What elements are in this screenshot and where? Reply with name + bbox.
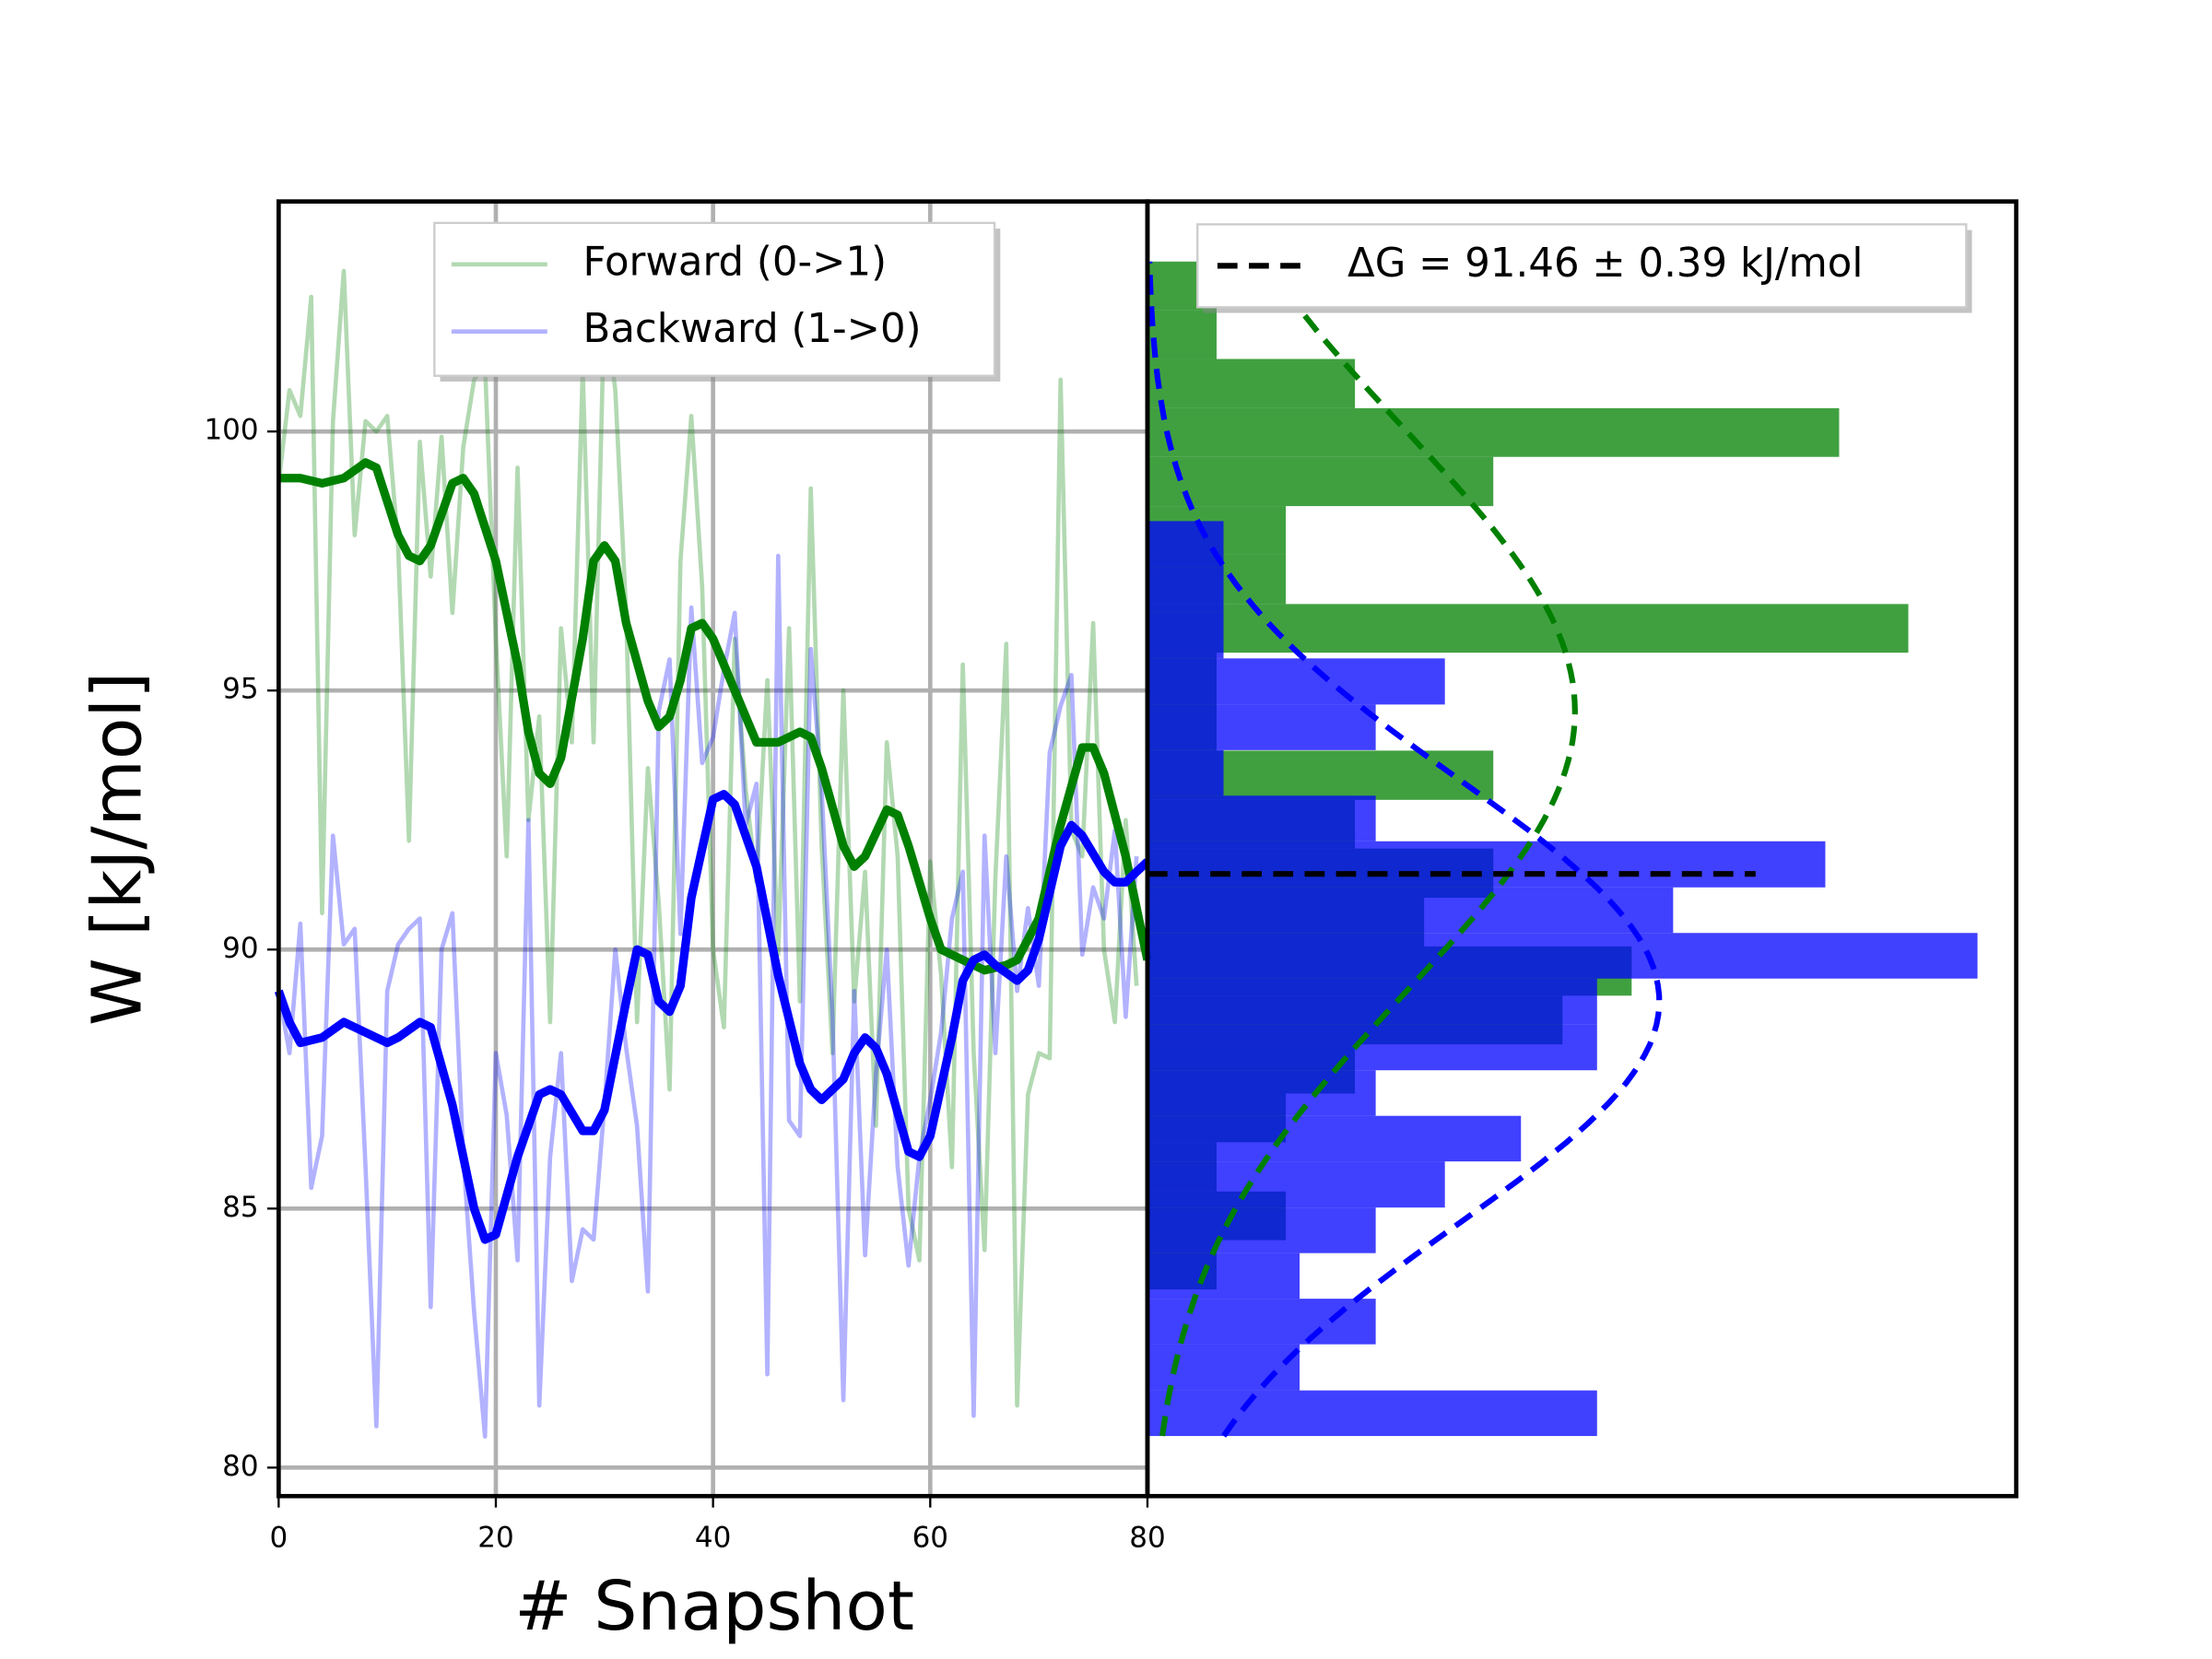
x-tick-label: 40 xyxy=(695,1521,731,1554)
smoothed-line xyxy=(274,790,1151,1244)
legend: Forward (0->1) Backward (1->0) xyxy=(433,221,1001,382)
legend: ΔG = 91.46 ± 0.39 kJ/mol xyxy=(1196,223,1972,313)
y-tick-label: 90 xyxy=(222,932,258,965)
legend-box xyxy=(433,221,996,377)
hist-bar xyxy=(1147,1161,1445,1208)
hist-bar xyxy=(1147,456,1494,507)
hist-bar xyxy=(1147,933,1978,979)
y-tick-label: 95 xyxy=(222,673,258,706)
legend-label: Forward (0->1) xyxy=(583,239,887,285)
x-tick-label: 0 xyxy=(269,1521,288,1554)
hist-bar xyxy=(1147,841,1826,888)
y-axis-label: W [kJ/mol] xyxy=(76,672,157,1026)
fit-curve xyxy=(1147,261,1663,1438)
hist-bar xyxy=(1147,521,1224,568)
raw-line xyxy=(276,268,1139,1408)
legend-label: Backward (1->0) xyxy=(583,306,922,352)
hist-bar xyxy=(1147,407,1840,457)
hist-bar xyxy=(1147,1344,1300,1391)
raw-line xyxy=(276,553,1139,1439)
plot-area xyxy=(274,201,1978,1497)
hist-bar xyxy=(1147,612,1224,659)
hist-bar xyxy=(1147,359,1356,408)
hist-bar xyxy=(1147,567,1224,613)
hist-bar xyxy=(1147,1070,1376,1116)
legend-label: ΔG = 91.46 ± 0.39 kJ/mol xyxy=(1347,241,1863,287)
hist-bar xyxy=(1147,749,1224,796)
x-tick-label: 20 xyxy=(477,1521,513,1554)
hist-bar xyxy=(1147,1207,1376,1253)
hist-bar xyxy=(1147,658,1445,705)
legend-box xyxy=(1196,223,1968,309)
y-tick-label: 100 xyxy=(204,414,258,447)
hist-bar xyxy=(1147,1024,1597,1071)
y-tick-label: 80 xyxy=(222,1450,258,1483)
right-frame xyxy=(1145,199,2018,1499)
x-tick-label: 60 xyxy=(912,1521,948,1554)
x-axis-label: # Snapshot xyxy=(514,1566,914,1646)
hist-bar xyxy=(1147,704,1376,750)
fit-curve xyxy=(1159,260,1578,1437)
hist-bar xyxy=(1147,1390,1597,1437)
hist-bar xyxy=(1147,310,1218,359)
hist-bar xyxy=(1147,1115,1522,1162)
hist-bar xyxy=(1147,1253,1300,1300)
hist-bar xyxy=(1147,795,1376,841)
hist-bar xyxy=(1147,887,1674,934)
hist-bar xyxy=(1147,978,1597,1025)
y-tick-label: 85 xyxy=(222,1191,258,1224)
x-tick-label: 80 xyxy=(1129,1521,1165,1554)
